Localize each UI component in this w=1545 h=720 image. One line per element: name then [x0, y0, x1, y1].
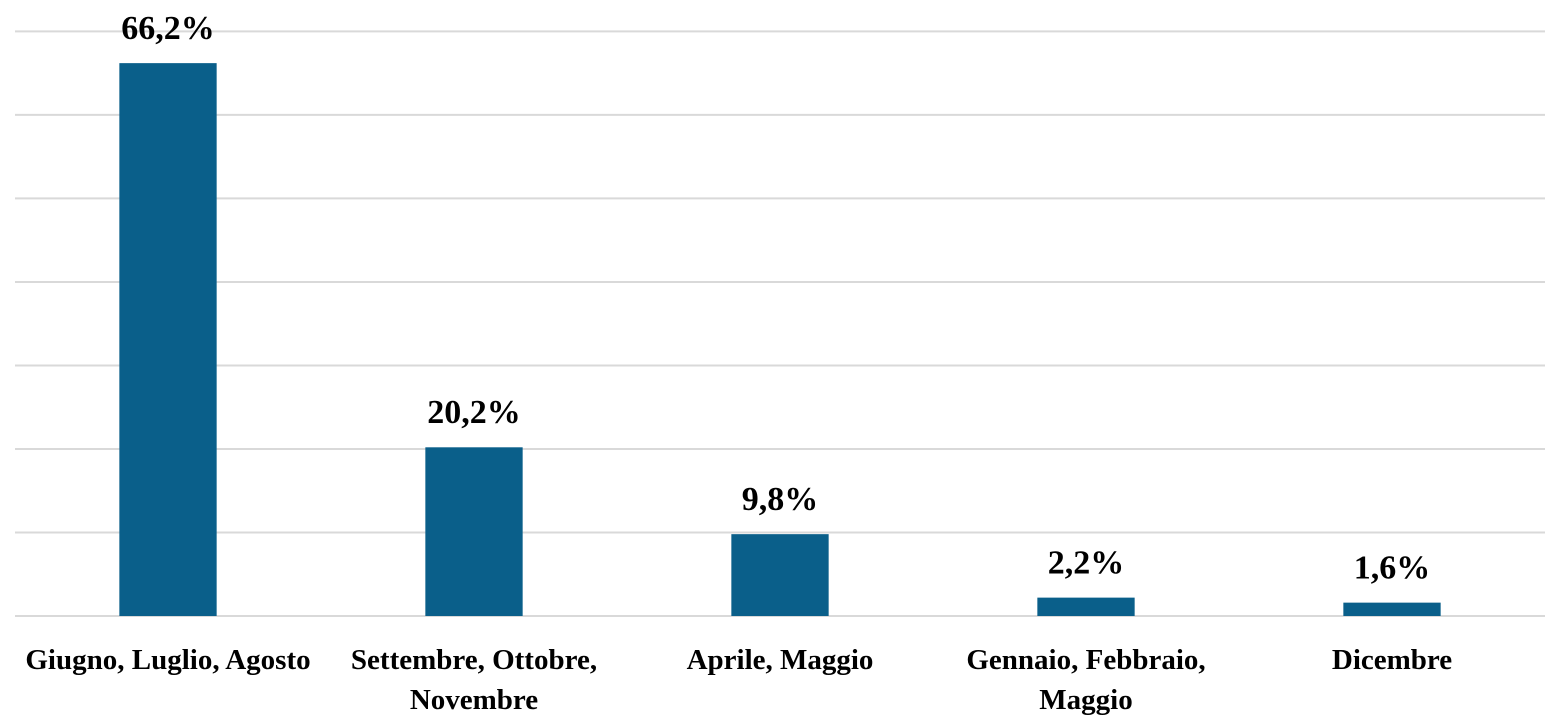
- x-tick-label: Giugno, Luglio, Agosto: [25, 644, 311, 676]
- value-label: 1,6%: [1354, 549, 1431, 586]
- value-label: 66,2%: [121, 10, 215, 47]
- bar: [425, 447, 523, 616]
- x-tick-label: Dicembre: [1331, 644, 1453, 676]
- value-label: 9,8%: [742, 481, 819, 518]
- x-tick-label: Gennaio, Febbraio, Maggio: [966, 644, 1206, 716]
- bar: [119, 63, 217, 616]
- x-tick-label: Aprile, Maggio: [686, 644, 874, 676]
- value-label: 20,2%: [427, 394, 521, 431]
- x-tick-label: Settembre, Ottobre, Novembre: [350, 644, 598, 716]
- bar: [731, 534, 829, 616]
- bar: [1037, 597, 1135, 616]
- bar: [1343, 602, 1441, 616]
- value-label: 2,2%: [1048, 544, 1125, 581]
